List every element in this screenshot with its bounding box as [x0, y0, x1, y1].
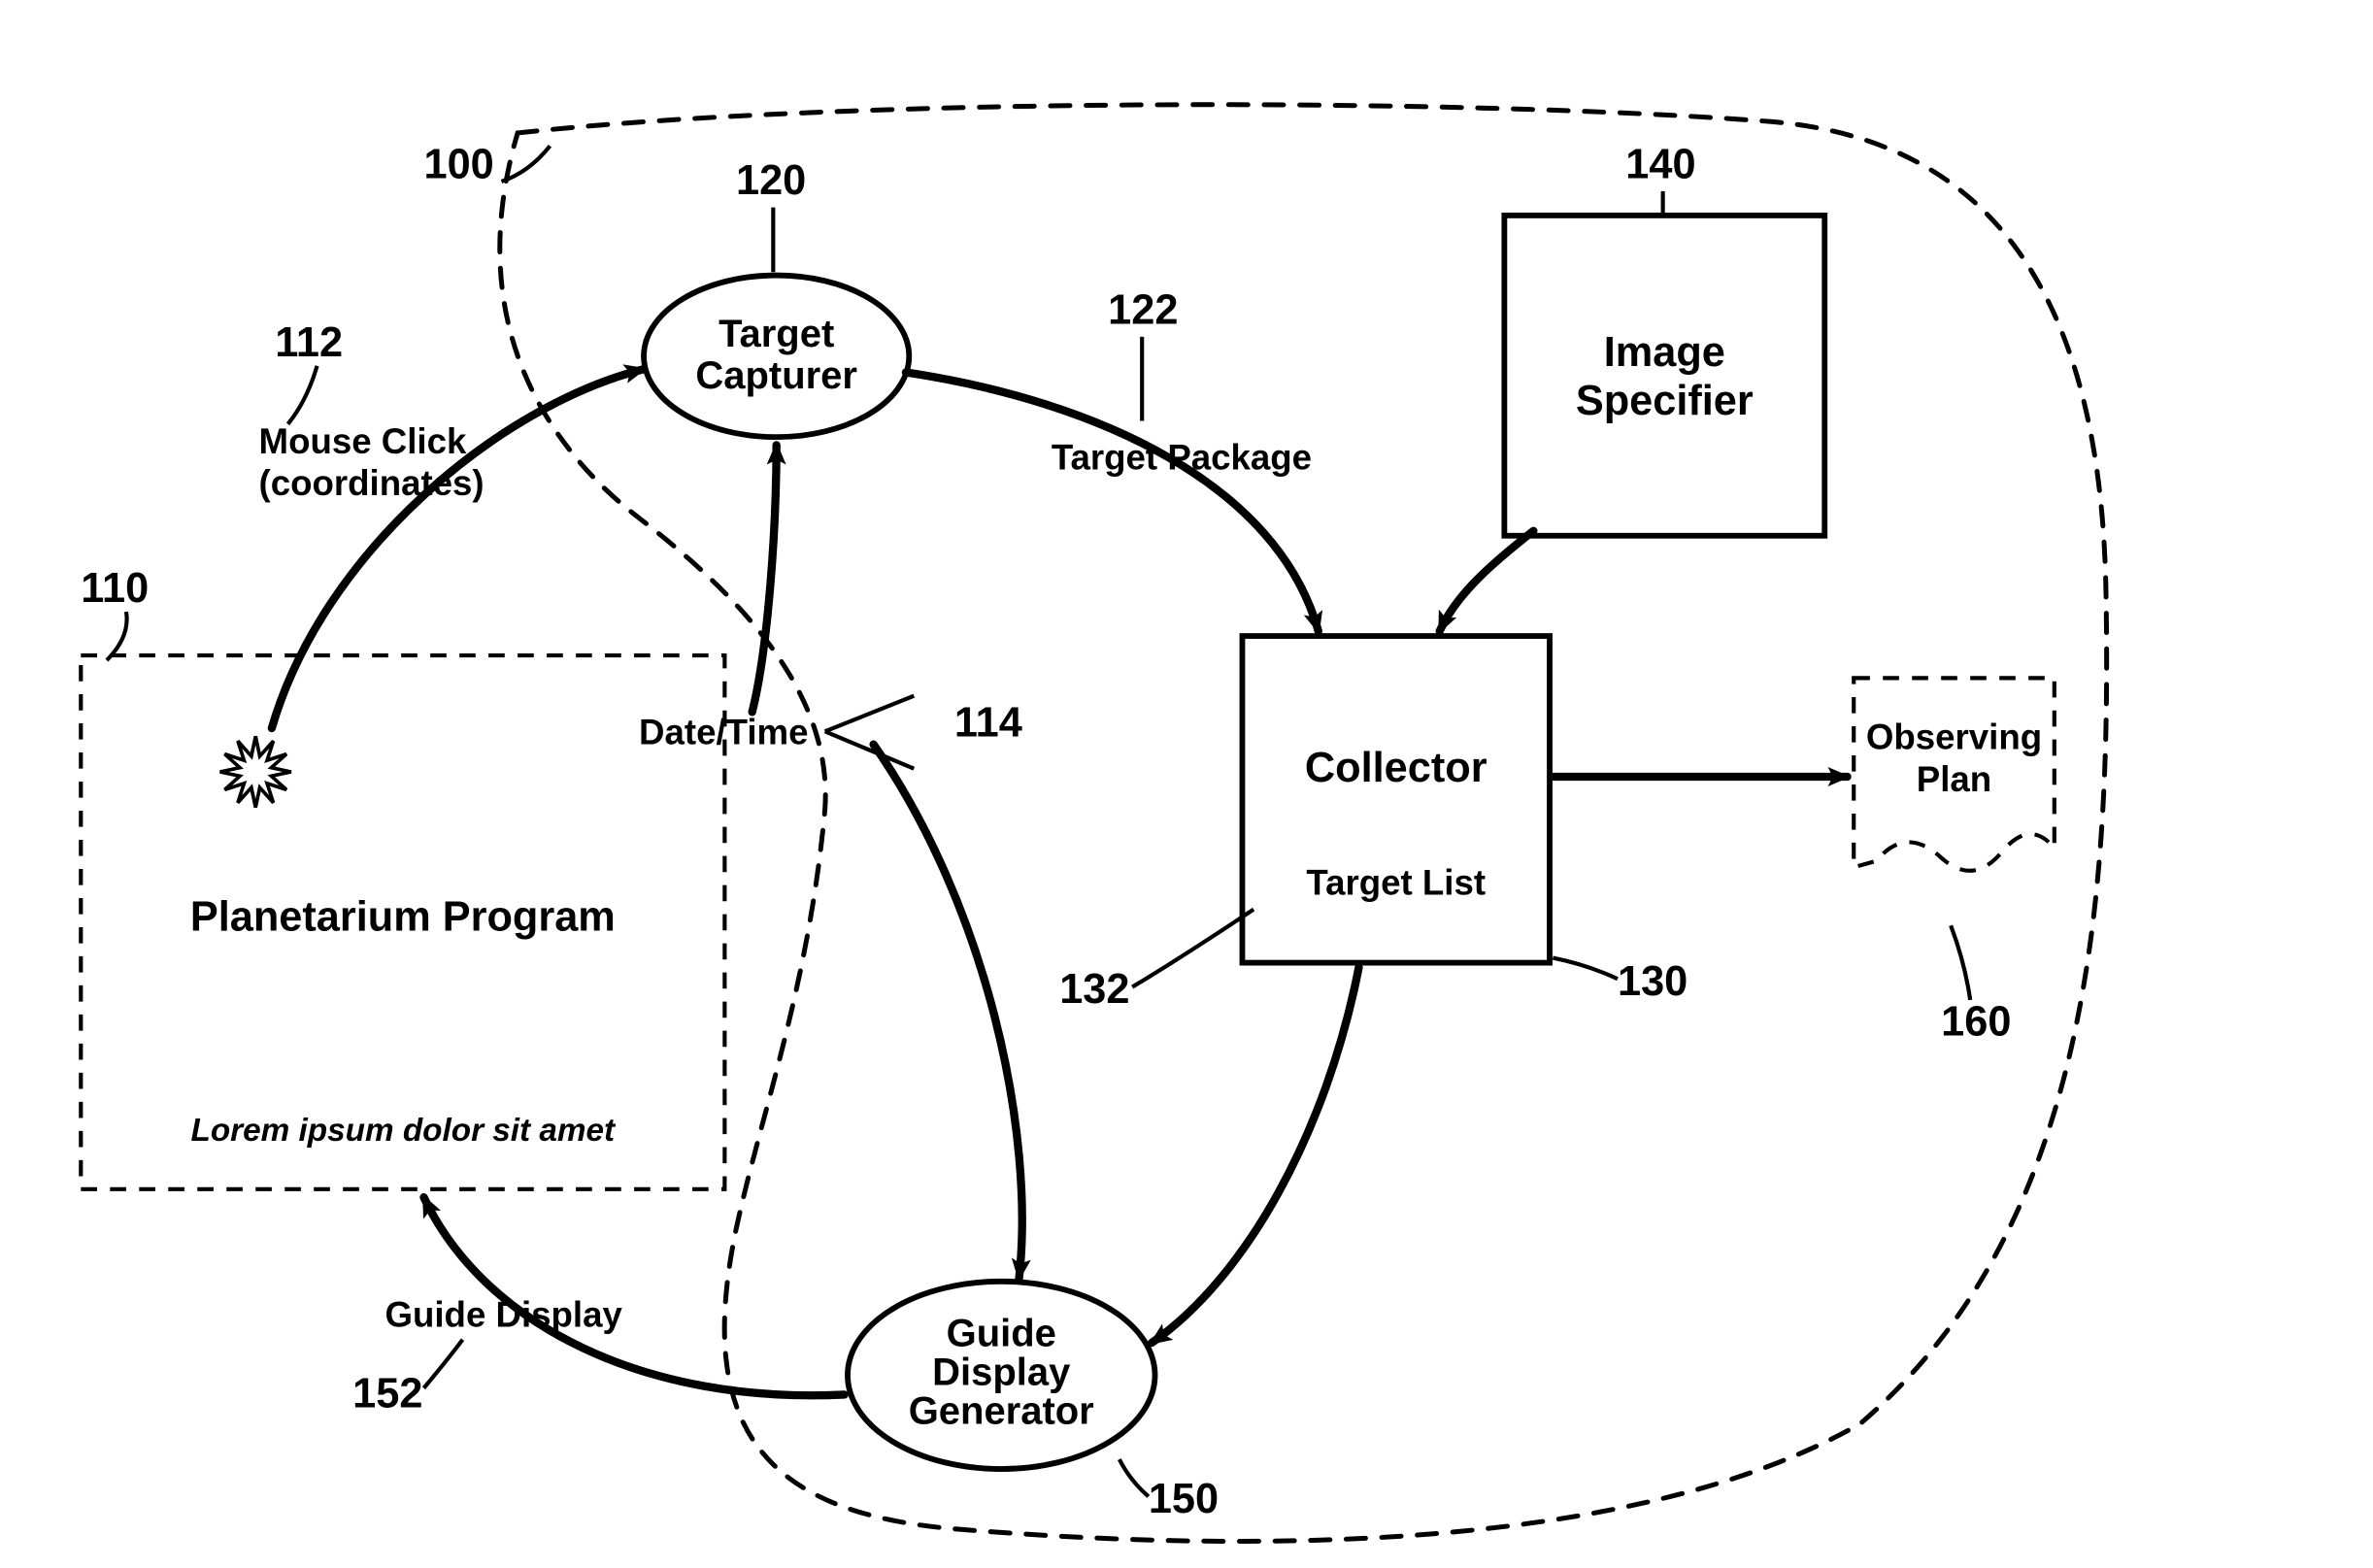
ref-160: 160: [1941, 999, 2011, 1046]
planetarium-subtitle: Lorem ipsum dolor sit amet: [191, 1113, 618, 1149]
image-specifier-label2: Specifier: [1576, 378, 1754, 424]
tick-150: [1120, 1459, 1149, 1496]
ref-150: 150: [1149, 1476, 1219, 1522]
tick-110: [107, 612, 127, 660]
ref-100: 100: [423, 142, 493, 188]
collector-subtitle: Target List: [1306, 863, 1486, 903]
arrow-datetime-up: [752, 445, 777, 712]
ref-132: 132: [1059, 966, 1129, 1013]
mouse-click-label-2: (coordinates): [259, 463, 485, 503]
arrow-datetime-down: [874, 745, 1022, 1279]
arrow-target-package: [906, 373, 1319, 632]
ref-152: 152: [352, 1371, 422, 1418]
observing-plan-label2: Plan: [1917, 759, 1991, 799]
collector-node: [1242, 636, 1550, 963]
arrow-imgspec-collector: [1440, 531, 1534, 631]
ref-130: 130: [1618, 958, 1688, 1005]
mouse-click-label-1: Mouse Click: [259, 421, 467, 461]
target-capturer-label1: Target: [719, 313, 834, 355]
datetime-label: Date/Time: [639, 713, 808, 752]
tick-114: [825, 696, 915, 769]
gdg-label2: Display: [932, 1351, 1071, 1393]
tick-130: [1553, 958, 1618, 980]
collector-title: Collector: [1305, 745, 1487, 791]
target-capturer-label2: Capturer: [695, 354, 857, 397]
ref-140: 140: [1625, 142, 1695, 188]
image-specifier-label1: Image: [1604, 329, 1725, 376]
ref-112: 112: [275, 319, 343, 366]
ref-120: 120: [736, 157, 806, 204]
tick-112: [288, 366, 318, 424]
guide-display-label: Guide Display: [385, 1294, 623, 1334]
tick-152: [423, 1340, 462, 1388]
tick-132: [1132, 910, 1253, 987]
ref-122: 122: [1108, 287, 1178, 334]
gdg-label1: Guide: [947, 1312, 1056, 1354]
arrow-collector-gdg: [1152, 968, 1358, 1344]
tick-160: [1951, 925, 1970, 1000]
starburst-icon: [220, 736, 291, 807]
planetarium-title: Planetarium Program: [190, 893, 616, 940]
observing-plan-label1: Observing: [1866, 717, 2042, 757]
ref-114: 114: [954, 699, 1022, 746]
gdg-label3: Generator: [909, 1389, 1094, 1432]
target-package-label: Target Package: [1052, 437, 1312, 477]
ref-110: 110: [81, 565, 149, 612]
